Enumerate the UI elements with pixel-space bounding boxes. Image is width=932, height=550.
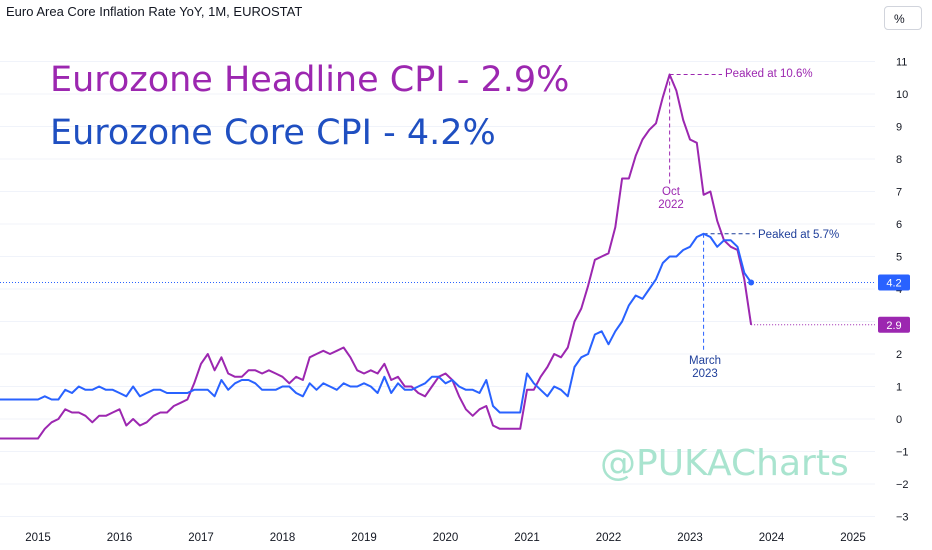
headline-cpi-label: Eurozone Headline CPI - 2.9% [50,60,570,100]
y-tick-label: 8 [896,154,902,166]
x-tick-label: 2016 [107,532,133,544]
axis-layer: −3−2−10123456789101120152016201720182019… [25,57,910,544]
headline-last-value-badge [878,316,910,333]
core-last-value-badge [878,274,910,291]
x-tick-label: 2023 [677,532,703,544]
horizontal-grid [0,61,875,517]
y-tick-label: 6 [896,219,902,231]
y-tick-label: −2 [896,479,909,491]
y-tick-label: 11 [896,57,907,69]
x-tick-label: 2017 [188,532,214,544]
x-tick-label: 2015 [25,532,51,544]
watermark: @PUKACharts [600,443,849,484]
y-tick-label: −1 [896,447,909,459]
x-tick-label: 2025 [840,532,866,544]
march-annotation-line1: March [689,355,721,367]
x-tick-label: 2019 [351,532,377,544]
x-tick-label: 2022 [596,532,622,544]
core-cpi-label: Eurozone Core CPI - 4.2% [50,113,496,153]
y-tick-label: 5 [896,252,902,264]
core-peak-annotation: Peaked at 5.7% [758,229,840,241]
march-annotation-line2: 2023 [692,368,718,380]
y-tick-label: 0 [896,414,902,426]
headline-last-value-badge-label: 2.9 [886,320,901,332]
y-tick-label: −3 [896,512,909,524]
x-tick-label: 2024 [759,532,785,544]
unit-button[interactable]: % [884,6,922,30]
chart-title: Euro Area Core Inflation Rate YoY, 1M, E… [6,4,303,19]
reference-lines [0,74,875,352]
core-last-point [748,279,755,286]
y-tick-label: 2 [896,349,902,361]
y-tick-label: 10 [896,89,908,101]
y-tick-label: 1 [896,382,902,394]
series-layer [0,73,755,440]
x-tick-label: 2020 [433,532,459,544]
oct-annotation-line1: Oct [662,186,680,198]
x-tick-label: 2021 [514,532,540,544]
oct-2022-annotation: Oct 2022 [651,186,691,212]
core-last-value-badge-label: 4.2 [886,278,901,290]
y-tick-label: 9 [896,122,902,134]
headline-peak-annotation: Peaked at 10.6% [725,68,813,80]
core-cpi-line [0,232,752,414]
x-tick-label: 2018 [270,532,296,544]
headline-cpi-line [0,73,753,440]
march-2023-annotation: March 2023 [682,355,728,381]
y-tick-label: 7 [896,187,902,199]
oct-annotation-line2: 2022 [658,199,684,211]
